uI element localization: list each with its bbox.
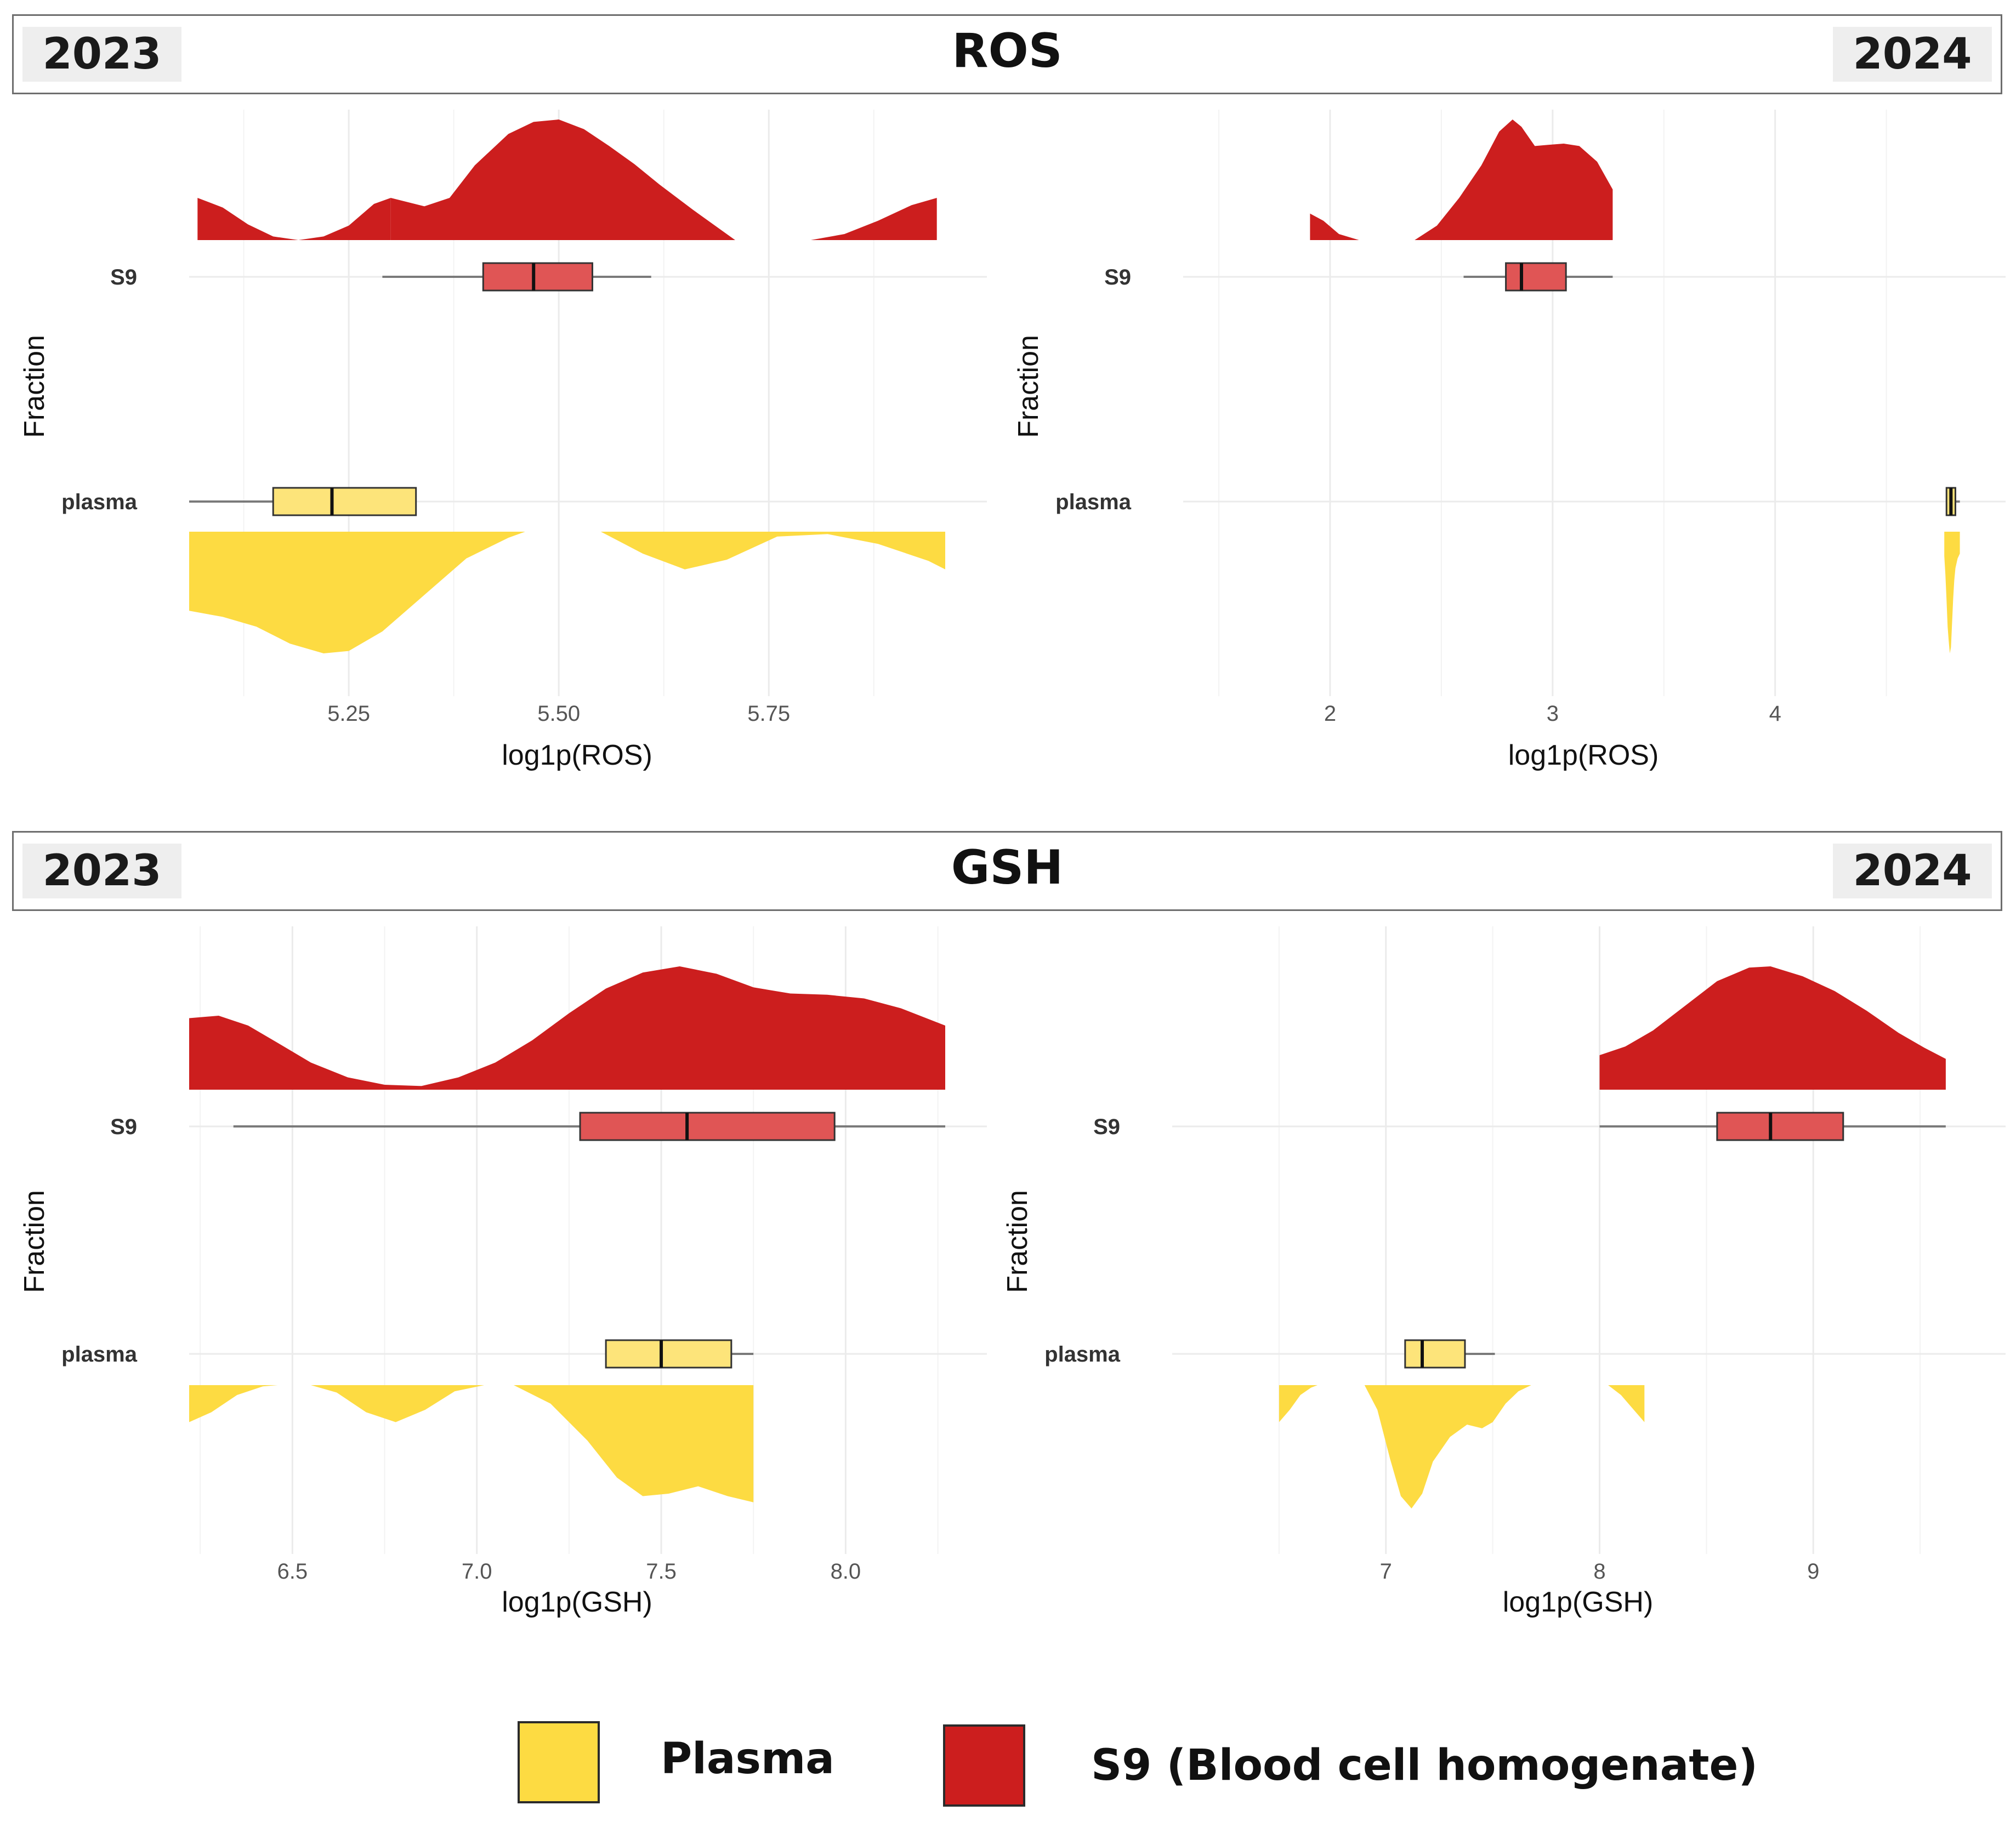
gsh-2023-chart: S9 plasma Fraction 6.5 7.0 7.5 8.0 log1p(GSH) [19, 926, 987, 1618]
legend-swatch-s9 [943, 1724, 1025, 1807]
boxplot-plasma [1404, 1339, 1466, 1369]
density-s9 [810, 198, 937, 240]
boxplot-plasma [605, 1339, 732, 1369]
ros-2024-chart: S9 plasma Fraction 2 3 4 log1p(ROS) [1013, 110, 2006, 771]
legend: Plasma S9 (Blood cell homogenate) [0, 1710, 2016, 1809]
gsh-section-header: 2023 GSH 2024 [12, 831, 2002, 911]
density-s9 [189, 966, 945, 1090]
density-plasma [1279, 1385, 1318, 1422]
boxplot-s9 [1716, 1112, 1844, 1141]
density-s9 [1415, 119, 1613, 240]
y-category-label: S9 [1093, 1115, 1120, 1139]
y-category-label: S9 [1104, 265, 1131, 289]
ros-section-header: 2023 ROS 2024 [12, 14, 2002, 94]
boxplot-s9 [579, 1112, 836, 1141]
legend-label-s9: S9 (Blood cell homogenate) [1091, 1741, 1758, 1790]
y-category-label: S9 [110, 265, 137, 289]
y-category-label: S9 [110, 1115, 137, 1139]
density-plasma [1608, 1385, 1645, 1422]
x-tick-label: 6.5 [277, 1559, 308, 1584]
x-tick-label: 7.5 [646, 1559, 677, 1584]
density-s9 [390, 119, 735, 240]
y-category-label: plasma [61, 1342, 138, 1366]
density-plasma [1944, 532, 1960, 653]
x-tick-label: 7.0 [462, 1559, 492, 1584]
x-tick-label: 5.50 [537, 702, 580, 726]
legend-label-plasma: Plasma [661, 1734, 834, 1784]
density-plasma [189, 1385, 278, 1422]
x-tick-label: 2 [1324, 702, 1336, 726]
x-axis-label: log1p(ROS) [502, 739, 652, 771]
density-s9 [197, 198, 391, 240]
ros-section-title: ROS [952, 24, 1063, 78]
y-axis-label: Fraction [1013, 335, 1044, 438]
y-axis-label: Fraction [19, 1190, 50, 1293]
y-axis-label: Fraction [19, 335, 50, 438]
legend-swatch-plasma [518, 1721, 600, 1803]
x-tick-label: 7 [1380, 1559, 1392, 1584]
density-s9 [1599, 966, 1946, 1090]
x-tick-label: 9 [1807, 1559, 1819, 1584]
density-plasma [1364, 1385, 1531, 1508]
x-tick-label: 4 [1769, 702, 1781, 726]
x-axis-label: log1p(ROS) [1508, 739, 1659, 771]
gsh-2024-chart: S9 plasma Fraction 7 8 9 log1p(GSH) [1002, 926, 2006, 1618]
boxplot-s9 [1505, 262, 1567, 292]
boxplot-s9 [482, 262, 593, 292]
ros-2023-chart: S9 plasma Fraction 5.25 5.50 5.75 log1p(ROS) [19, 110, 987, 771]
x-axis-label: log1p(GSH) [1503, 1586, 1654, 1618]
x-tick-label: 8 [1593, 1559, 1605, 1584]
x-tick-label: 3 [1547, 702, 1559, 726]
density-s9 [1310, 213, 1359, 240]
density-plasma [189, 532, 525, 653]
x-tick-label: 5.25 [327, 702, 370, 726]
boxplot-plasma [272, 487, 417, 516]
density-plasma [514, 1385, 754, 1502]
x-axis-label: log1p(GSH) [502, 1586, 652, 1618]
y-category-label: plasma [1044, 1342, 1121, 1366]
ros-year-left: 2023 [22, 27, 181, 82]
x-tick-label: 8.0 [831, 1559, 861, 1584]
ros-year-right: 2024 [1833, 27, 1992, 82]
density-plasma [600, 532, 945, 570]
x-tick-label: 5.75 [747, 702, 790, 726]
density-plasma [311, 1385, 485, 1422]
gsh-section-title: GSH [951, 840, 1064, 895]
gsh-year-left: 2023 [22, 844, 181, 898]
y-category-label: plasma [1055, 490, 1132, 514]
y-axis-label: Fraction [1002, 1190, 1033, 1293]
y-category-label: plasma [61, 490, 138, 514]
gsh-year-right: 2024 [1833, 844, 1992, 898]
